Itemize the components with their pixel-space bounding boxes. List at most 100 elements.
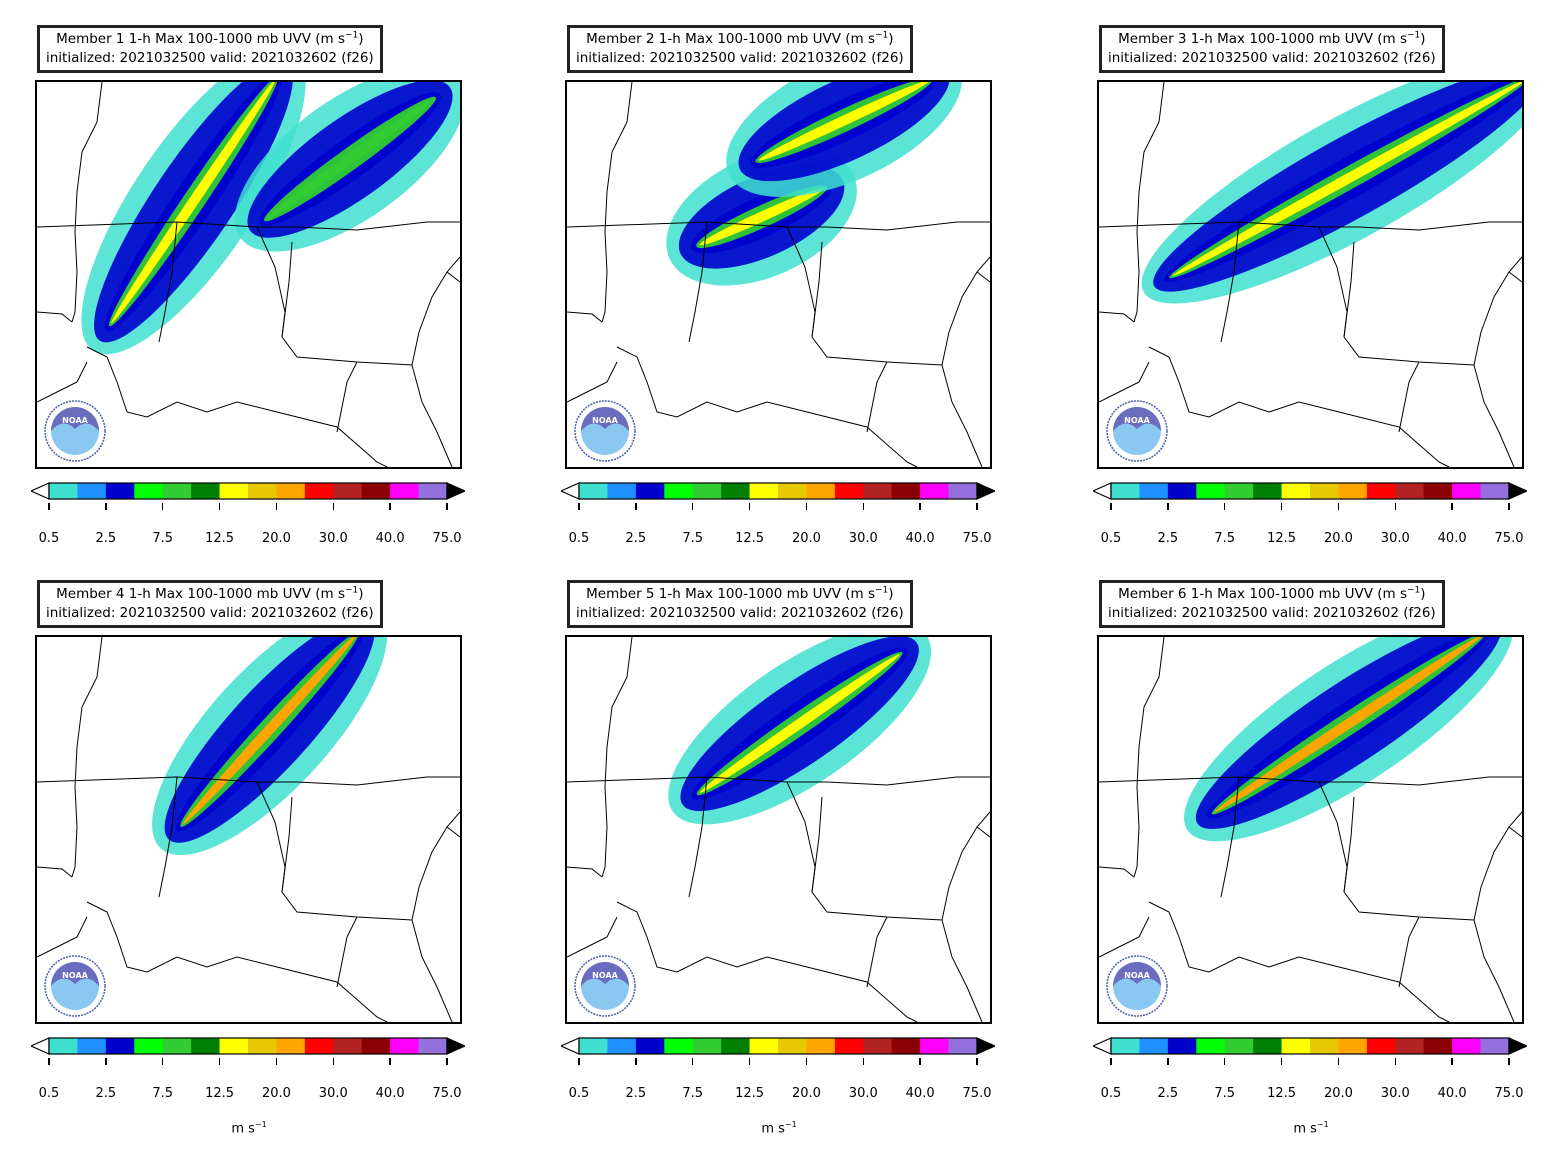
colorbar-extend-low: [1093, 1037, 1112, 1055]
boundary-line-3: [1220, 221, 1240, 343]
colorbar-swatch-8: [248, 1038, 277, 1054]
colorbar-swatch-13: [1452, 1038, 1481, 1054]
map-panel-2: Member 2 1-h Max 100-1000 mb UVV (m s−1)…: [561, 25, 1035, 585]
boundary-line-8: [1473, 364, 1515, 467]
colorbar-tick-label: 20.0: [261, 531, 291, 546]
colorbar-swatch-3: [105, 1038, 135, 1054]
title-tail: ): [358, 586, 364, 602]
boundary-line-6: [1099, 311, 1135, 323]
colorbar-tick-label: 75.0: [1494, 531, 1524, 546]
title-exponent: −1: [875, 585, 889, 596]
colorbar-tick-label: 40.0: [905, 531, 935, 546]
colorbar-swatch-2: [1139, 1038, 1169, 1054]
colorbar-tick: [691, 503, 694, 510]
uvv-field: [1099, 82, 1522, 467]
logo-text: NOAA: [592, 971, 618, 980]
colorbar-swatch-9: [1338, 1038, 1368, 1054]
boundary-line-3: [688, 221, 708, 343]
colorbar-tick-label: 0.5: [568, 1086, 590, 1101]
title-line-1: Member 3 1-h Max 100-1000 mb UVV (m s−1): [1108, 30, 1436, 49]
colorbar-extend-low: [1093, 482, 1112, 500]
colorbar-swatch-13: [920, 1038, 949, 1054]
colorbar-swatch-3: [635, 483, 665, 499]
title-line-1: Member 2 1-h Max 100-1000 mb UVV (m s−1): [576, 30, 904, 49]
colorbar-tick: [1167, 503, 1169, 510]
colorbar-tick-label: 30.0: [318, 1086, 348, 1101]
colorbar-tick: [1110, 503, 1112, 510]
colorbar-tick: [1223, 1058, 1226, 1065]
uvv-contour-1-5: [1214, 637, 1483, 813]
colorbar-tick: [389, 1058, 391, 1065]
colorbar-tick: [635, 503, 637, 510]
colorbar-tick: [919, 1058, 921, 1065]
colorbar-swatch-4: [1196, 483, 1226, 499]
title-line-2: initialized: 2021032500 valid: 202103260…: [46, 50, 374, 66]
map-panel-3: Member 3 1-h Max 100-1000 mb UVV (m s−1)…: [1093, 25, 1555, 585]
boundary-line-7: [941, 811, 990, 921]
map-area: NOAA: [565, 635, 992, 1024]
panel-title: Member 3 1-h Max 100-1000 mb UVV (m s−1)…: [1099, 25, 1445, 73]
colorbar-tick: [1280, 503, 1283, 510]
boundary-line-10: [567, 916, 618, 958]
colorbar-swatch-5: [692, 1038, 722, 1054]
colorbar-tick-label: 2.5: [95, 1086, 117, 1101]
colorbar-swatch-8: [778, 1038, 807, 1054]
colorbar-extend-high: [976, 482, 995, 500]
uvv-field: [1099, 637, 1522, 1022]
colorbar-swatch-9: [806, 483, 836, 499]
colorbar-tick: [1280, 1058, 1283, 1065]
colorbar-swatch-12: [891, 483, 921, 499]
colorbar-swatch-1: [1111, 1038, 1140, 1054]
colorbar-swatch-10: [1366, 483, 1396, 499]
colorbar-swatch-13: [920, 483, 949, 499]
colorbar-tick-label: 12.5: [735, 531, 765, 546]
colorbar-tick-label: 7.5: [152, 531, 174, 546]
map-panel-6: Member 6 1-h Max 100-1000 mb UVV (m s−1)…: [1093, 580, 1555, 1140]
colorbar-swatch-6: [191, 483, 220, 499]
colorbar-tick-label: 7.5: [1214, 531, 1236, 546]
colorbar-tick-label: 0.5: [568, 531, 590, 546]
title-exponent: −1: [1407, 30, 1421, 41]
colorbar: [1093, 1037, 1527, 1055]
colorbar-tick: [161, 1058, 164, 1065]
logo-text: NOAA: [1124, 971, 1150, 980]
colorbar: [31, 482, 465, 500]
colorbar-swatch-3: [635, 1038, 665, 1054]
colorbar-swatch-13: [390, 483, 419, 499]
boundary-line-10: [37, 361, 88, 403]
colorbar-tick-label: 2.5: [625, 1086, 647, 1101]
colorbar-swatch-10: [1366, 1038, 1396, 1054]
map-area: NOAA: [1097, 635, 1524, 1024]
colorbar-tick: [1508, 503, 1510, 510]
noaa-logo-icon: NOAA: [1106, 400, 1168, 462]
title-tail: ): [888, 586, 894, 602]
colorbar-tick-label: 12.5: [205, 1086, 235, 1101]
colorbar-swatch-1: [1111, 483, 1140, 499]
colorbar-swatch-12: [1423, 483, 1453, 499]
boundary-line-9: [1148, 901, 1450, 1022]
noaa-logo-icon: NOAA: [44, 400, 106, 462]
colorbar-swatch-1: [579, 1038, 608, 1054]
boundary-line-11: [1398, 916, 1420, 988]
colorbar-swatch-6: [721, 483, 750, 499]
colorbar-tick-label: 12.5: [1267, 1086, 1297, 1101]
colorbar-extend-high: [1508, 482, 1527, 500]
uvv-field: [567, 82, 990, 467]
panel-title: Member 6 1-h Max 100-1000 mb UVV (m s−1)…: [1099, 580, 1445, 628]
unit-text: m s: [761, 1121, 785, 1137]
colorbar-tick-label: 75.0: [962, 531, 992, 546]
colorbar-tick-label: 7.5: [682, 1086, 704, 1101]
colorbar-tick: [446, 503, 448, 510]
colorbar-tick-label: 40.0: [1437, 531, 1467, 546]
colorbar-tick-label: 20.0: [791, 531, 821, 546]
map-panel-1: Member 1 1-h Max 100-1000 mb UVV (m s−1)…: [31, 25, 505, 585]
title-exponent: −1: [1407, 585, 1421, 596]
map-panel-4: Member 4 1-h Max 100-1000 mb UVV (m s−1)…: [31, 580, 505, 1140]
colorbar-swatch-2: [607, 483, 637, 499]
colorbar-tick-label: 2.5: [625, 531, 647, 546]
colorbar-swatch-5: [1224, 483, 1254, 499]
uvv-contour-1-5: [699, 188, 824, 246]
colorbar-tick-label: 40.0: [1437, 1086, 1467, 1101]
colorbar-tick-label: 12.5: [1267, 531, 1297, 546]
colorbar-swatch-8: [1310, 1038, 1339, 1054]
